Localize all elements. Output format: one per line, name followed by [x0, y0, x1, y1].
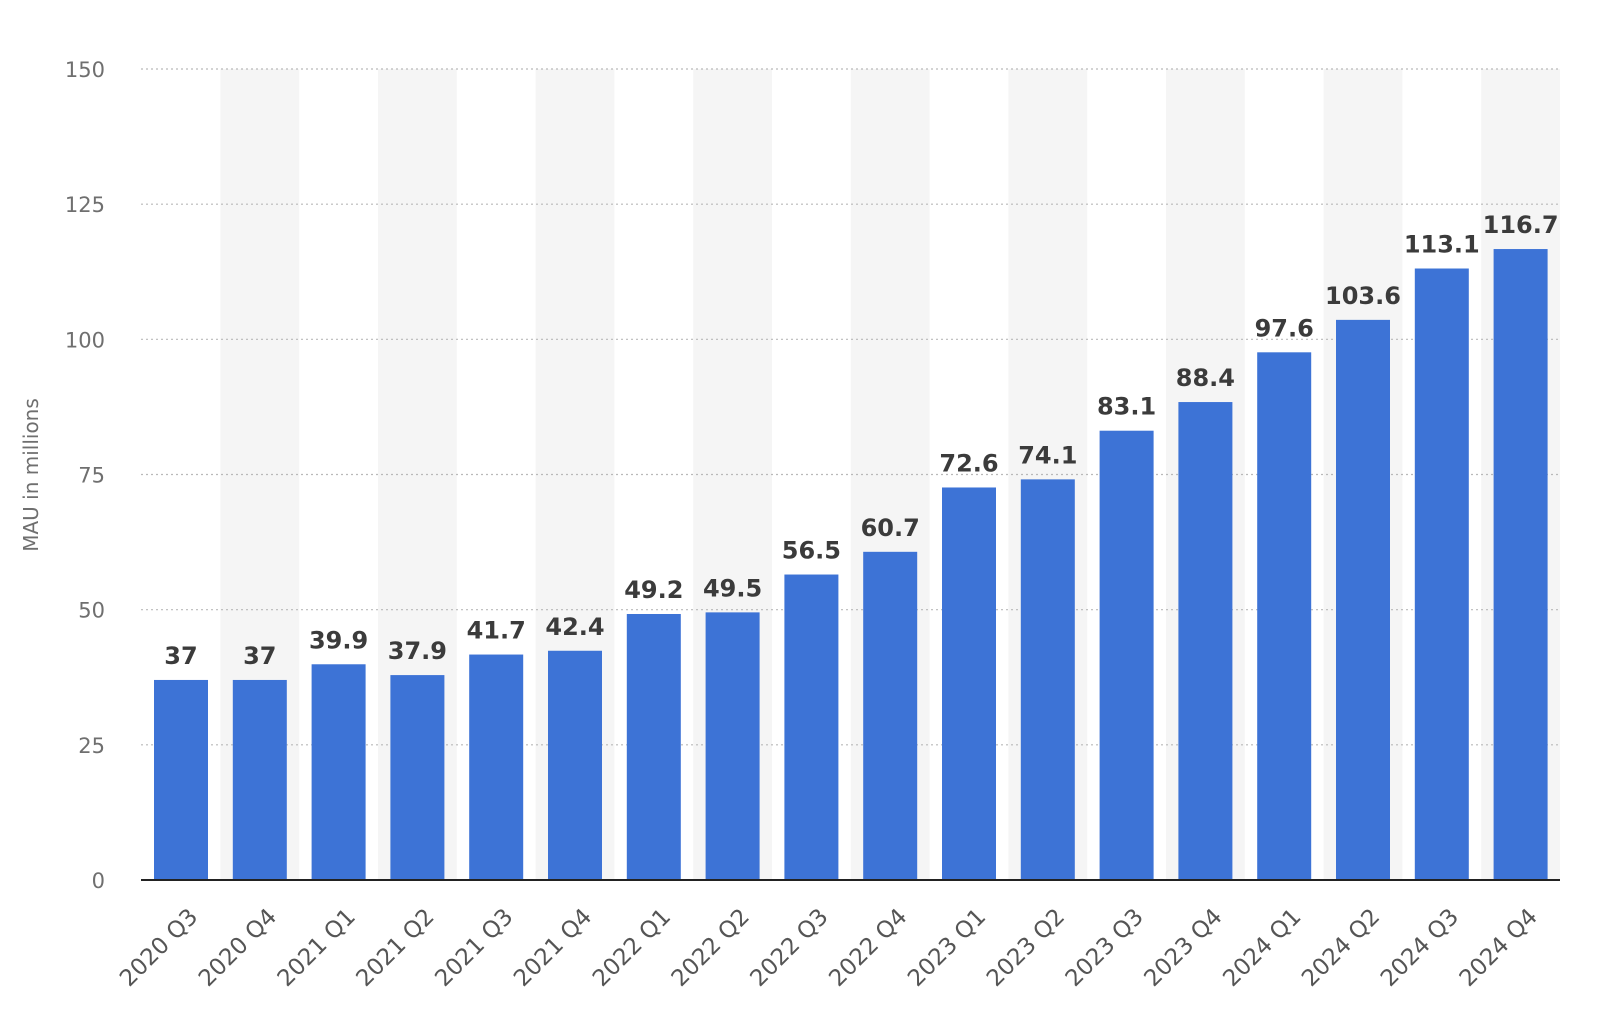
x-tick-label: 2024 Q1	[1218, 904, 1306, 992]
bar	[1336, 319, 1390, 880]
data-label: 74.1	[1018, 441, 1077, 469]
x-tick-label: 2024 Q4	[1455, 904, 1543, 992]
bar	[626, 613, 681, 880]
bar	[1020, 479, 1075, 880]
x-tick-label: 2023 Q1	[903, 904, 991, 992]
data-label: 41.7	[467, 617, 526, 645]
bar	[154, 679, 208, 880]
y-tick-label: 125	[65, 193, 105, 217]
x-tick-label: 2023 Q3	[1061, 904, 1149, 992]
data-label: 37	[243, 642, 276, 670]
bar	[1493, 249, 1548, 881]
bar	[705, 612, 760, 880]
x-tick-label: 2021 Q1	[273, 904, 361, 992]
data-label: 37	[164, 642, 197, 670]
x-tick-label: 2023 Q2	[982, 904, 1070, 992]
y-tick-label: 50	[78, 599, 105, 623]
bar	[1257, 352, 1312, 880]
bar	[390, 675, 445, 880]
bar	[1178, 402, 1233, 880]
x-tick-label: 2024 Q2	[1297, 904, 1385, 992]
bar	[232, 679, 287, 880]
data-label: 97.6	[1255, 314, 1314, 342]
x-tick-label: 2021 Q4	[509, 904, 597, 992]
x-tick-label: 2021 Q2	[352, 904, 440, 992]
data-label: 88.4	[1176, 364, 1235, 392]
data-label: 83.1	[1097, 393, 1156, 421]
bar	[863, 551, 918, 880]
data-label: 49.2	[624, 576, 683, 604]
bar	[1414, 268, 1469, 881]
x-tick-label: 2022 Q2	[667, 904, 755, 992]
x-tick-label: 2022 Q4	[824, 904, 912, 992]
x-tick-label: 2022 Q1	[588, 904, 676, 992]
x-tick-label: 2020 Q4	[194, 904, 282, 992]
data-label: 56.5	[782, 537, 841, 565]
data-labels: 37 37 39.9 37.9 41.7 42.4 49.2 49.5 56.5 60.7 72.6…	[164, 211, 1558, 670]
y-axis-ticks: 0 25 50 75 100 125 150	[65, 58, 105, 893]
x-tick-label: 2022 Q3	[746, 904, 834, 992]
x-tick-label: 2020 Q3	[115, 904, 203, 992]
data-label: 39.9	[309, 626, 368, 654]
bar	[469, 654, 524, 880]
data-label: 60.7	[861, 514, 920, 542]
x-tick-label: 2024 Q3	[1376, 904, 1464, 992]
bars	[154, 249, 1548, 881]
data-label: 113.1	[1404, 231, 1480, 259]
y-tick-label: 75	[78, 464, 105, 488]
y-tick-label: 0	[92, 869, 105, 893]
bar	[1099, 430, 1154, 880]
bar	[942, 487, 996, 880]
bar	[784, 574, 839, 880]
y-tick-label: 100	[65, 328, 105, 352]
bar	[311, 664, 366, 880]
data-label: 49.5	[703, 574, 762, 602]
data-label: 103.6	[1325, 282, 1401, 310]
data-label: 72.6	[939, 449, 998, 477]
x-tick-label: 2021 Q3	[430, 904, 518, 992]
gridlines	[141, 68, 1560, 746]
data-label: 42.4	[545, 613, 604, 641]
y-axis-label: MAU in millions	[19, 398, 43, 552]
data-label: 37.9	[388, 637, 447, 665]
y-tick-label: 25	[78, 734, 105, 758]
y-tick-label: 150	[65, 58, 105, 82]
bar	[548, 650, 602, 880]
x-tick-label: 2023 Q4	[1140, 904, 1228, 992]
data-label: 116.7	[1483, 211, 1559, 239]
